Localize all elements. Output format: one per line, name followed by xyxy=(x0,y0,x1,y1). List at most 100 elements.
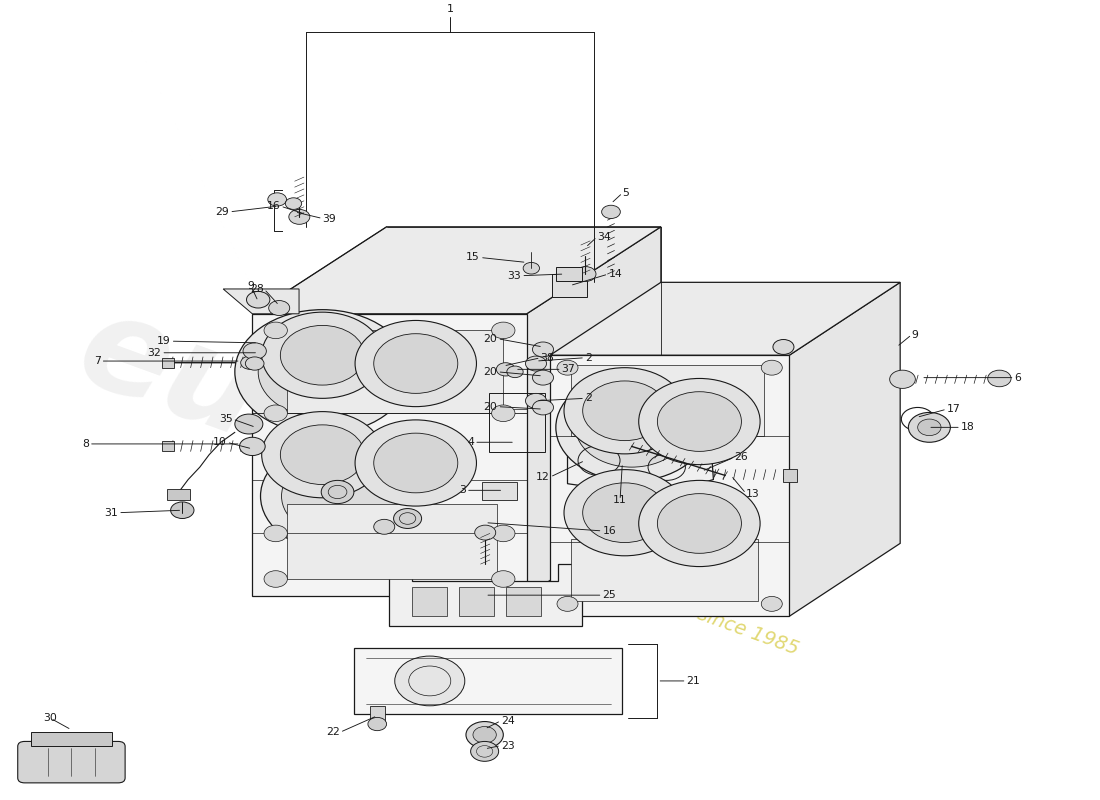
Text: 2: 2 xyxy=(585,353,592,362)
Circle shape xyxy=(245,357,264,370)
Circle shape xyxy=(264,405,287,422)
Text: 33: 33 xyxy=(507,270,521,281)
Bar xyxy=(482,482,517,500)
Text: 35: 35 xyxy=(219,414,232,424)
Bar xyxy=(490,393,546,452)
Text: 23: 23 xyxy=(500,741,515,750)
Text: 31: 31 xyxy=(104,508,118,518)
Circle shape xyxy=(240,438,265,455)
Circle shape xyxy=(473,726,496,743)
Circle shape xyxy=(639,480,760,566)
Text: 28: 28 xyxy=(251,284,264,294)
Polygon shape xyxy=(389,564,582,626)
Text: a passion for parts since 1985: a passion for parts since 1985 xyxy=(518,541,801,659)
Text: 39: 39 xyxy=(322,214,337,223)
Circle shape xyxy=(374,433,458,493)
Circle shape xyxy=(243,343,266,359)
Text: 38: 38 xyxy=(541,353,554,362)
Circle shape xyxy=(564,470,685,556)
Bar xyxy=(506,587,541,616)
Circle shape xyxy=(234,310,410,434)
Bar xyxy=(287,330,504,414)
Bar xyxy=(552,274,587,298)
Circle shape xyxy=(374,519,395,534)
Text: euro: euro xyxy=(62,283,424,518)
Circle shape xyxy=(475,525,496,540)
Polygon shape xyxy=(568,427,714,496)
Circle shape xyxy=(282,454,398,538)
Text: 34: 34 xyxy=(597,232,611,242)
Text: 32: 32 xyxy=(147,348,162,358)
Bar xyxy=(571,365,763,436)
Circle shape xyxy=(367,718,386,730)
Circle shape xyxy=(234,414,263,434)
Polygon shape xyxy=(252,226,661,314)
Circle shape xyxy=(526,356,547,371)
Circle shape xyxy=(280,326,364,385)
Text: 15: 15 xyxy=(466,253,480,262)
Polygon shape xyxy=(550,282,900,355)
Text: 13: 13 xyxy=(746,489,760,498)
Circle shape xyxy=(507,366,524,378)
Text: 8: 8 xyxy=(82,439,89,449)
Circle shape xyxy=(496,362,515,376)
Circle shape xyxy=(532,400,553,415)
Text: 37: 37 xyxy=(562,364,575,374)
Circle shape xyxy=(264,525,287,542)
Circle shape xyxy=(773,339,794,354)
Bar xyxy=(557,267,582,281)
Text: 6: 6 xyxy=(1014,373,1022,382)
Circle shape xyxy=(890,370,915,388)
Text: 26: 26 xyxy=(735,452,748,462)
Text: 21: 21 xyxy=(686,676,701,686)
Circle shape xyxy=(988,370,1011,386)
Circle shape xyxy=(262,312,383,398)
Polygon shape xyxy=(31,732,112,746)
Circle shape xyxy=(355,321,476,406)
Circle shape xyxy=(524,262,539,274)
Text: 20: 20 xyxy=(484,402,497,412)
Polygon shape xyxy=(354,648,623,714)
Text: 24: 24 xyxy=(500,716,515,726)
Circle shape xyxy=(261,440,419,553)
Text: 9: 9 xyxy=(248,282,254,291)
Circle shape xyxy=(575,266,596,282)
Circle shape xyxy=(246,291,270,308)
Circle shape xyxy=(575,387,688,467)
Circle shape xyxy=(532,342,553,357)
Circle shape xyxy=(264,322,287,338)
Bar xyxy=(571,539,758,602)
Circle shape xyxy=(492,525,515,542)
Polygon shape xyxy=(550,355,790,616)
Circle shape xyxy=(374,334,458,394)
Bar xyxy=(412,587,448,616)
Text: 22: 22 xyxy=(326,727,340,738)
Bar xyxy=(371,706,385,724)
Text: 4: 4 xyxy=(468,438,474,447)
Text: 25: 25 xyxy=(603,590,616,600)
Bar xyxy=(459,587,494,616)
Text: 7: 7 xyxy=(94,356,100,366)
Circle shape xyxy=(466,722,504,748)
Circle shape xyxy=(264,570,287,587)
Circle shape xyxy=(289,210,310,224)
Circle shape xyxy=(267,193,286,206)
Text: 5: 5 xyxy=(623,188,629,198)
Text: 9: 9 xyxy=(912,330,918,339)
Bar xyxy=(287,505,497,579)
Polygon shape xyxy=(527,226,661,595)
Circle shape xyxy=(658,392,741,451)
Circle shape xyxy=(658,494,741,554)
Circle shape xyxy=(492,322,515,338)
Circle shape xyxy=(241,440,260,453)
Circle shape xyxy=(258,326,386,418)
Circle shape xyxy=(285,198,301,210)
Text: 29: 29 xyxy=(216,207,229,217)
Circle shape xyxy=(557,360,578,375)
Circle shape xyxy=(761,360,782,375)
Bar xyxy=(167,489,190,500)
Circle shape xyxy=(532,370,553,385)
Text: parts: parts xyxy=(432,354,843,607)
Text: 18: 18 xyxy=(961,422,975,432)
Text: 2: 2 xyxy=(585,394,592,403)
